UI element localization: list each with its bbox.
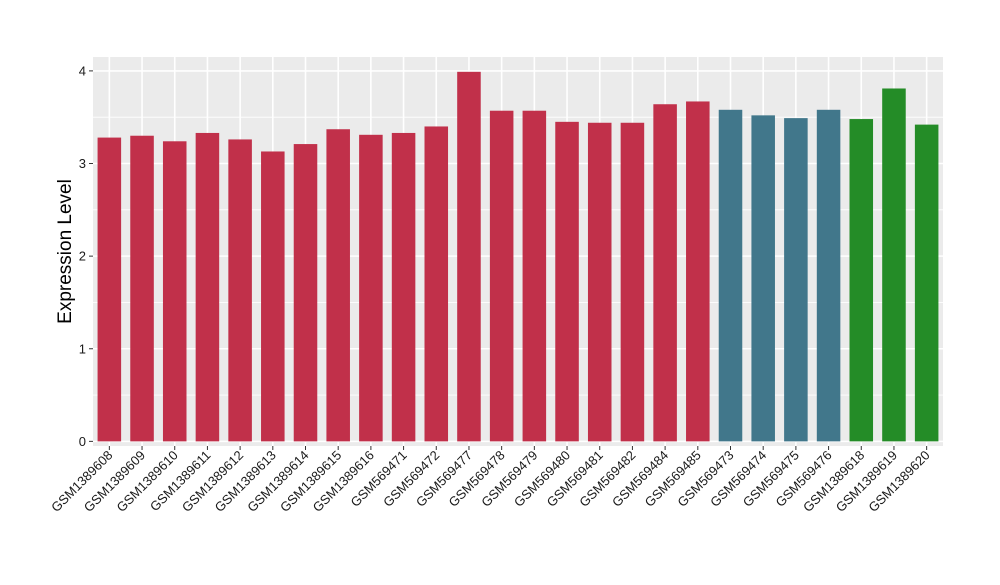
bar-GSM1389618 (849, 119, 874, 442)
bar-GSM569485 (686, 101, 710, 442)
y-tick-label: 4 (79, 63, 86, 78)
bars (97, 71, 939, 442)
bar-GSM1389614 (293, 144, 318, 442)
bar-GSM1389620 (914, 124, 939, 442)
bar-GSM569473 (718, 109, 743, 442)
bar-GSM1389616 (359, 134, 383, 442)
bar-GSM1389611 (195, 132, 220, 442)
bar-GSM569478 (489, 110, 514, 442)
x-axis-ticks: GSM1389608GSM1389609GSM1389610GSM1389611… (48, 446, 933, 515)
bar-GSM1389613 (261, 151, 285, 442)
bar-GSM569482 (620, 122, 645, 442)
bar-GSM1389612 (228, 139, 252, 442)
bar-GSM569475 (784, 118, 808, 442)
bar-GSM569477 (457, 71, 481, 442)
y-tick-label: 0 (79, 434, 86, 449)
bar-GSM1389609 (130, 135, 154, 442)
bar-GSM1389608 (97, 137, 122, 442)
bar-GSM569471 (391, 132, 416, 442)
bar-GSM569476 (816, 109, 841, 442)
bar-GSM1389610 (162, 141, 187, 442)
bar-GSM1389619 (882, 88, 906, 442)
bar-GSM569479 (522, 110, 547, 442)
bar-GSM569481 (587, 122, 612, 442)
y-tick-label: 2 (79, 249, 86, 264)
bar-GSM569480 (555, 121, 579, 442)
bar-GSM569472 (424, 126, 449, 442)
bar-GSM1389615 (326, 129, 350, 442)
y-axis-title: Expression Level (55, 179, 76, 324)
y-axis-ticks: 0 1 2 3 4 (79, 63, 93, 449)
y-tick-label: 1 (79, 341, 86, 356)
bar-GSM569484 (653, 104, 677, 442)
y-tick-label: 3 (79, 156, 86, 171)
bar-GSM569474 (751, 115, 775, 442)
plot-panel (93, 57, 943, 446)
